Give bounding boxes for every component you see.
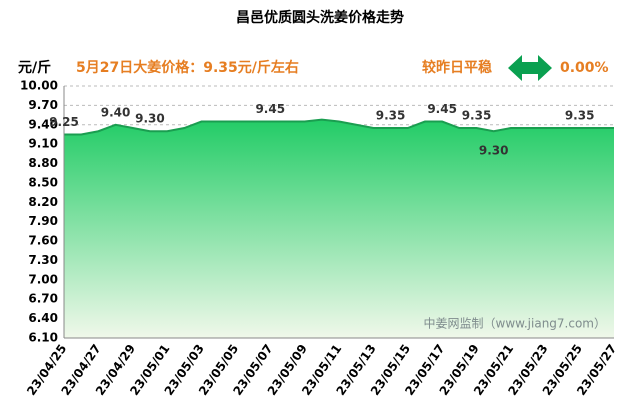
y-tick-label: 8.20	[28, 195, 58, 209]
value-label: 9.40	[101, 105, 131, 119]
change-label: 较昨日平稳	[422, 59, 492, 76]
headline: 5月27日大姜价格：9.35元/斤左右	[76, 59, 299, 76]
y-tick-label: 7.00	[28, 272, 58, 286]
y-tick-label: 6.10	[28, 331, 58, 345]
y-tick-label: 10.00	[20, 79, 58, 93]
value-label: 9.45	[427, 102, 457, 116]
area	[64, 119, 614, 338]
y-unit: 元/斤	[18, 59, 51, 76]
value-label: 9.45	[255, 102, 285, 116]
chart-title: 昌邑优质圆头洗姜价格走势	[236, 9, 404, 26]
value-label: 9.30	[479, 144, 509, 158]
value-label: 9.25	[49, 115, 79, 129]
line	[64, 118, 614, 136]
y-tick-label: 9.10	[28, 137, 58, 151]
value-label: 9.35	[462, 109, 492, 123]
value-label: 9.35	[565, 109, 595, 123]
y-tick-label: 9.40	[28, 117, 58, 131]
value-label: 9.30	[135, 112, 165, 126]
y-tick-label: 7.90	[28, 214, 58, 228]
arrow-icon	[508, 55, 552, 81]
y-tick-label: 6.40	[28, 311, 58, 325]
y-tick-label: 8.80	[28, 156, 58, 170]
y-tick-label: 7.30	[28, 253, 58, 267]
value-label: 9.35	[376, 109, 406, 123]
change-value: 0.00%	[560, 60, 609, 76]
y-tick-label: 7.60	[28, 234, 58, 248]
y-tick-label: 6.70	[28, 292, 58, 306]
watermark: 中姜网监制（www.jiang7.com）	[424, 316, 606, 331]
y-tick-label: 9.70	[28, 98, 58, 112]
y-tick-label: 8.50	[28, 175, 58, 189]
